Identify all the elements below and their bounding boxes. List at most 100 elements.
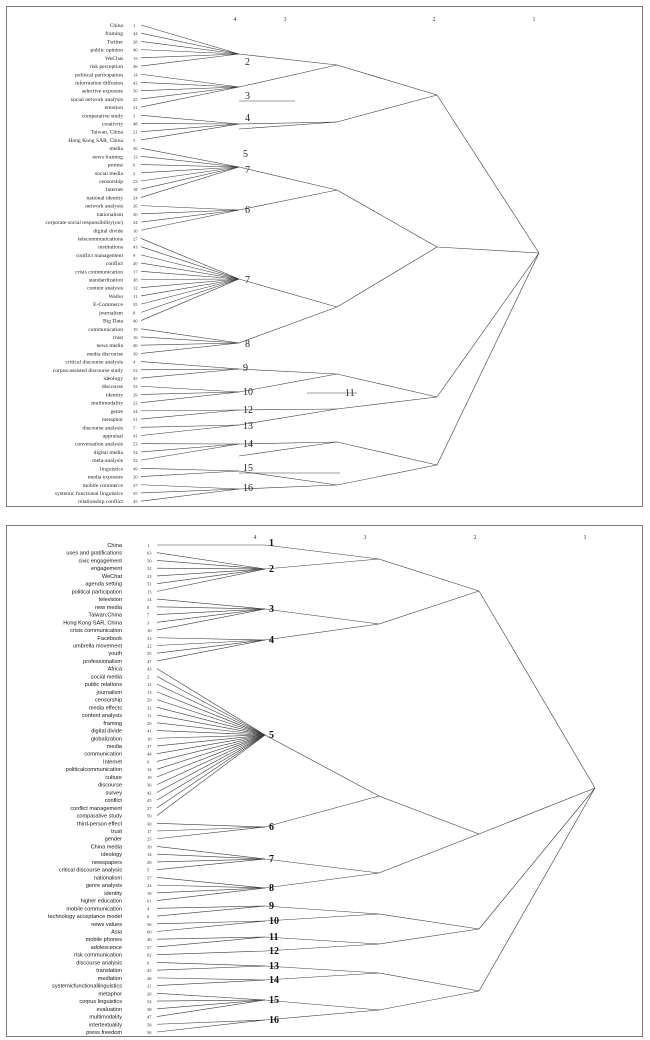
level-label: 1 <box>584 535 587 541</box>
term-label: ideology <box>103 376 123 382</box>
term-label: nationalism <box>97 212 124 218</box>
branch-line <box>156 567 266 570</box>
branch-line <box>156 853 266 860</box>
branch-line <box>140 336 240 344</box>
term-label: public relations <box>85 682 123 688</box>
branch-line <box>156 552 266 570</box>
term-label: conflict management <box>76 252 124 259</box>
branch-line <box>378 913 480 930</box>
branch-line <box>140 254 240 280</box>
branch-line <box>378 558 480 592</box>
cluster-label: 11 <box>345 388 355 399</box>
term-number: 30 <box>147 821 152 826</box>
term-label: corporate social responsibility(csr) <box>45 219 123 226</box>
term-number: 40 <box>133 48 138 53</box>
term-label: civic engagement <box>78 558 122 564</box>
term-label: mobile phones <box>86 937 123 943</box>
term-label: globalization <box>91 736 122 742</box>
term-label: third-person effect <box>77 821 122 827</box>
term-number: 14 <box>147 852 152 857</box>
term-number: 4 <box>133 360 136 365</box>
cluster-label: 5 <box>269 730 274 741</box>
term-label: network analysis <box>85 204 123 210</box>
term-label: news media <box>96 343 123 349</box>
term-number: 34 <box>147 767 152 772</box>
term-label: systemic functional linguistics <box>55 490 123 497</box>
term-label: news values <box>91 922 122 928</box>
branch-line <box>140 86 240 100</box>
cluster-label: 7 <box>245 275 250 286</box>
branch-line <box>156 826 266 840</box>
branch-line <box>336 246 438 308</box>
term-label: professionalism <box>83 659 122 665</box>
branch-line <box>238 373 338 393</box>
branch-line <box>156 887 266 901</box>
term-label: discourse analysis <box>82 425 123 431</box>
term-label: digital divide <box>91 729 122 735</box>
branch-line <box>156 639 266 654</box>
term-number: 6 <box>147 960 150 965</box>
term-label: content analysis <box>87 286 123 292</box>
branch-line <box>140 123 240 141</box>
term-number: 55 <box>133 491 138 496</box>
branch-line <box>140 391 240 403</box>
term-number: 44 <box>147 752 152 757</box>
branch-line <box>140 166 240 182</box>
branch-line <box>156 734 266 739</box>
term-number: 40 <box>147 937 152 942</box>
term-label: Twitter <box>107 39 123 45</box>
term-label: engagement <box>91 566 123 572</box>
term-number: 33 <box>133 384 138 389</box>
term-number: 57 <box>147 945 152 950</box>
cluster-label: 9 <box>269 901 274 912</box>
branch-line <box>140 262 240 280</box>
term-number: 56 <box>147 922 152 927</box>
term-number: 20 <box>133 475 138 480</box>
branch-line <box>156 608 266 623</box>
branch-line <box>156 699 266 736</box>
term-label: news framing <box>92 153 123 160</box>
branch-line <box>156 734 266 785</box>
term-number: 43 <box>147 667 152 672</box>
term-number: 42 <box>147 790 152 795</box>
level-label: 2 <box>433 17 436 23</box>
term-label: new media <box>95 605 123 611</box>
term-label: genre <box>111 409 124 415</box>
branch-line <box>140 32 240 55</box>
branch-line <box>238 441 338 445</box>
term-label: nationalism <box>94 875 123 881</box>
branch-line <box>264 999 380 1011</box>
term-number: 46 <box>133 343 138 348</box>
cluster-label: 12 <box>243 405 253 416</box>
branch-line <box>156 734 266 801</box>
branch-line <box>156 683 266 736</box>
term-label: content analysis <box>82 713 122 719</box>
term-number: 18 <box>133 187 138 192</box>
term-number: 23 <box>147 574 152 579</box>
term-label: risk perception <box>90 64 124 70</box>
branch-line <box>156 734 266 793</box>
term-label: conflict <box>106 260 124 267</box>
level-label: 4 <box>234 17 237 23</box>
branch-line <box>140 278 240 289</box>
term-number: 44 <box>133 31 138 36</box>
branch-line <box>140 73 240 88</box>
cluster-label: 4 <box>269 635 274 646</box>
term-number: 46 <box>133 64 138 69</box>
branch-line <box>140 166 240 174</box>
cluster-label: 15 <box>243 463 253 474</box>
branch-line <box>140 53 240 67</box>
branch-line <box>140 470 240 477</box>
branch-line <box>264 872 380 889</box>
term-number: 41 <box>147 729 152 734</box>
branch-line <box>378 972 480 992</box>
term-number: 24 <box>133 195 138 200</box>
cluster-label: 2 <box>245 57 250 68</box>
cluster-label: 13 <box>269 961 279 972</box>
term-label: meta-analysis <box>92 458 123 464</box>
term-number: 1 <box>133 23 136 28</box>
term-label: umbrella movement <box>73 643 123 649</box>
term-number: 26 <box>147 991 152 996</box>
branch-line <box>378 928 480 945</box>
term-label: uses and gratifications <box>66 551 122 557</box>
